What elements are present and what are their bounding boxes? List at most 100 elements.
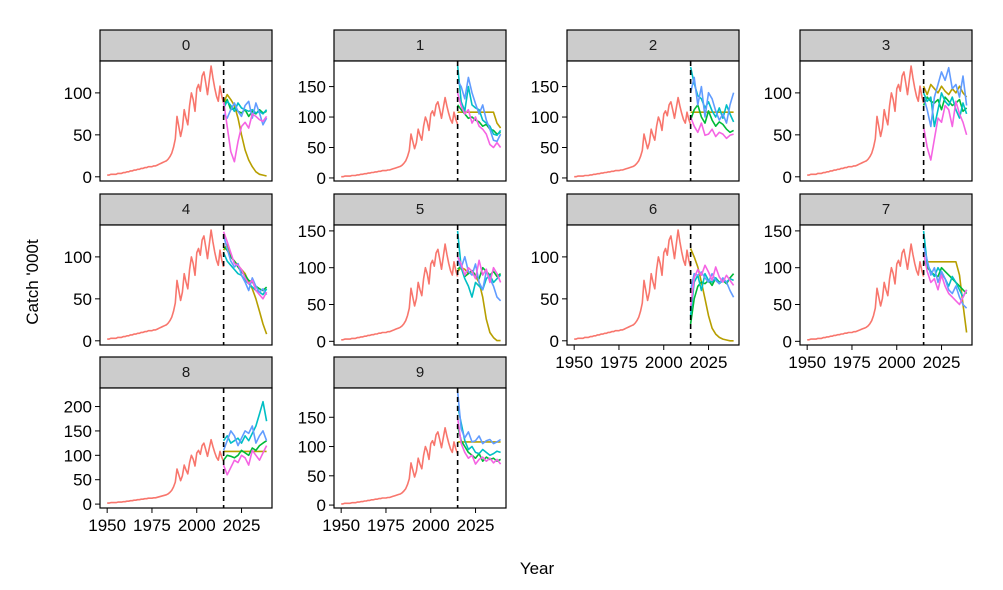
x-tick-label: 2000 bbox=[645, 353, 683, 372]
strip-label: 8 bbox=[182, 364, 190, 381]
panel-lines bbox=[341, 230, 502, 342]
panel-0: 0 0 50 100 bbox=[64, 29, 273, 187]
projection-line-1 bbox=[689, 248, 734, 342]
y-tick-label: 50 bbox=[307, 467, 326, 486]
history-line bbox=[107, 229, 225, 340]
history-line bbox=[807, 243, 925, 341]
y-tick-label: 50 bbox=[307, 138, 326, 157]
y-tick-label: 0 bbox=[550, 332, 559, 351]
y-tick-label: 50 bbox=[540, 290, 559, 309]
x-tick-label: 1950 bbox=[555, 353, 593, 372]
projection-line-2 bbox=[222, 440, 268, 461]
strip-background bbox=[799, 29, 973, 62]
history-line bbox=[341, 96, 459, 178]
projection-line-5 bbox=[456, 417, 502, 465]
projection-line-5 bbox=[456, 92, 502, 149]
projection-line-3 bbox=[222, 400, 268, 444]
x-tick-label: 2025 bbox=[690, 353, 728, 372]
strip-background bbox=[99, 356, 273, 389]
y-tick-label: 100 bbox=[64, 84, 92, 103]
strip-label: 6 bbox=[649, 201, 657, 218]
strip-label: 0 bbox=[182, 37, 190, 54]
x-tick-label: 1950 bbox=[788, 353, 826, 372]
projection-line-4 bbox=[222, 235, 268, 296]
y-tick-label: 0 bbox=[83, 332, 92, 351]
y-tick-label: 50 bbox=[307, 296, 326, 315]
panel-lines bbox=[341, 65, 502, 178]
x-tick-label: 2025 bbox=[223, 516, 261, 535]
panel-lines bbox=[574, 66, 735, 178]
panel-lines bbox=[807, 230, 968, 341]
projection-line-4 bbox=[222, 425, 268, 451]
x-tick-label: 2025 bbox=[923, 353, 961, 372]
y-axis-title: Catch '000t bbox=[23, 239, 42, 325]
y-tick-label: 0 bbox=[317, 332, 326, 351]
y-tick-label: 0 bbox=[317, 169, 326, 188]
x-tick-label: 1975 bbox=[367, 516, 405, 535]
projection-line-1 bbox=[923, 260, 968, 333]
x-tick-label: 1975 bbox=[833, 353, 871, 372]
projection-line-5 bbox=[456, 256, 502, 284]
panel-lines bbox=[807, 65, 968, 176]
projection-line-4 bbox=[922, 245, 968, 309]
panel-lines bbox=[107, 400, 268, 504]
panel-4: 4 0 50 100 bbox=[64, 193, 273, 351]
strip-label: 5 bbox=[416, 201, 424, 218]
x-tick-label: 1950 bbox=[322, 516, 360, 535]
history-line bbox=[807, 65, 925, 176]
history-line bbox=[574, 96, 692, 178]
panel-9: 9 0 50 100 150 1950 1975 2000 2025 bbox=[298, 356, 507, 535]
strip-label: 9 bbox=[416, 364, 424, 381]
y-tick-label: 50 bbox=[540, 138, 559, 157]
y-tick-label: 100 bbox=[298, 108, 326, 127]
strip-background bbox=[99, 193, 273, 226]
strip-background bbox=[799, 193, 973, 226]
panel-6: 6 0 50 100 1950 1975 2000 2025 bbox=[531, 193, 740, 372]
x-tick-label: 2000 bbox=[878, 353, 916, 372]
projection-line-4 bbox=[689, 76, 735, 124]
projection-line-5 bbox=[222, 445, 268, 476]
y-tick-label: 0 bbox=[550, 169, 559, 188]
projection-line-4 bbox=[922, 66, 968, 128]
strip-background bbox=[333, 29, 507, 62]
projection-line-4 bbox=[456, 390, 502, 445]
y-tick-label: 150 bbox=[531, 78, 559, 97]
y-tick-label: 0 bbox=[317, 496, 326, 515]
projection-line-4 bbox=[689, 271, 735, 298]
strip-background bbox=[566, 193, 740, 226]
panel-8: 8 0 50 100 150 200 1950 1975 2000 2025 bbox=[64, 356, 273, 535]
strip-label: 7 bbox=[882, 201, 890, 218]
panel-frame bbox=[99, 387, 273, 509]
projection-line-4 bbox=[456, 255, 502, 302]
projection-line-4 bbox=[456, 76, 502, 143]
y-tick-label: 0 bbox=[783, 332, 792, 351]
y-tick-label: 100 bbox=[764, 84, 792, 103]
projection-line-5 bbox=[689, 264, 735, 308]
projection-line-2 bbox=[223, 246, 268, 292]
panel-lines bbox=[574, 229, 735, 342]
panel-frame bbox=[333, 60, 507, 182]
projection-line-5 bbox=[222, 101, 268, 163]
y-tick-label: 0 bbox=[83, 168, 92, 187]
strip-label: 2 bbox=[649, 37, 657, 54]
strip-label: 3 bbox=[882, 37, 890, 54]
x-tick-label: 1975 bbox=[133, 516, 171, 535]
projection-line-3 bbox=[456, 230, 502, 298]
y-tick-label: 100 bbox=[298, 259, 326, 278]
y-tick-label: 150 bbox=[298, 222, 326, 241]
x-tick-label: 2025 bbox=[457, 516, 495, 535]
projection-line-5 bbox=[922, 100, 968, 161]
y-tick-label: 100 bbox=[64, 446, 92, 465]
projection-line-5 bbox=[222, 231, 268, 300]
projection-line-3 bbox=[689, 66, 735, 123]
y-tick-label: 150 bbox=[298, 78, 326, 97]
x-tick-label: 1950 bbox=[88, 516, 126, 535]
strip-background bbox=[566, 29, 740, 62]
strip-label: 4 bbox=[182, 201, 190, 218]
x-axis-title: Year bbox=[520, 559, 555, 578]
projection-line-1 bbox=[222, 93, 267, 177]
projection-line-1 bbox=[922, 83, 968, 98]
y-tick-label: 150 bbox=[764, 222, 792, 241]
y-tick-label: 0 bbox=[783, 168, 792, 187]
